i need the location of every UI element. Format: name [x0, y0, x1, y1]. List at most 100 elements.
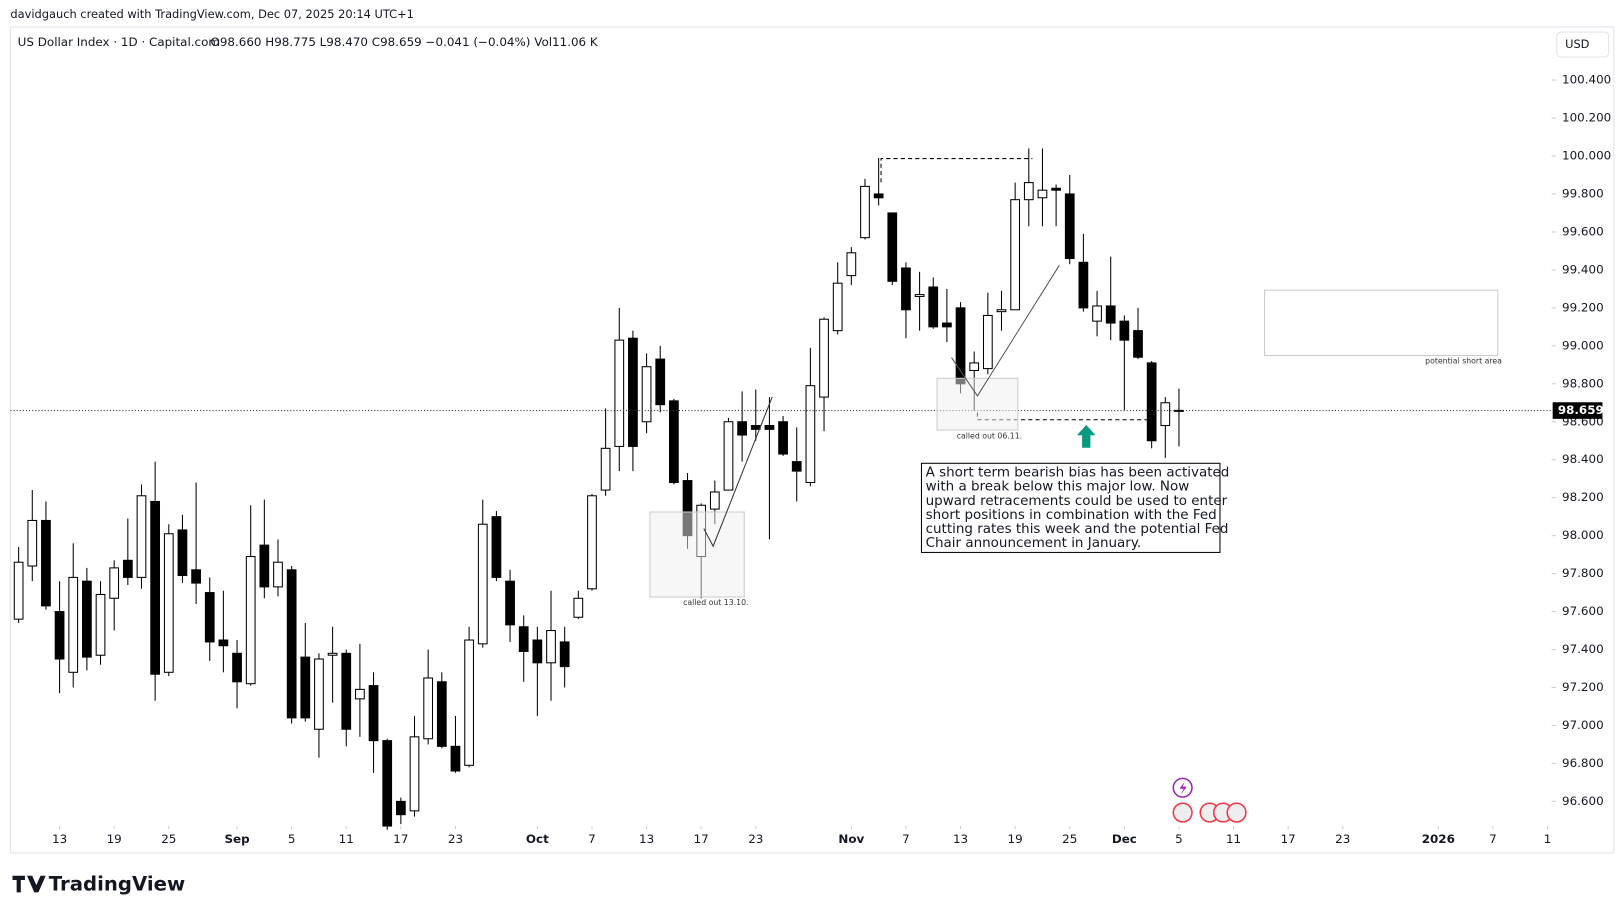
- symbol: US Dollar Index · 1D · Capital.com: [18, 35, 220, 49]
- candle-body: [614, 339, 625, 447]
- annotation: potential short area: [1425, 357, 1502, 366]
- event-icon: [1179, 781, 1187, 795]
- candle-body: [805, 385, 816, 484]
- x-tick-label: 23: [748, 832, 763, 846]
- x-tick-label: 25: [161, 832, 176, 846]
- candle-body: [245, 555, 256, 685]
- box: [936, 377, 1019, 431]
- y-tick-label: 97.200: [1562, 680, 1604, 694]
- candle-body: [1174, 409, 1184, 412]
- candle-body: [778, 421, 788, 455]
- candle-body: [68, 576, 79, 673]
- x-tick-label: 13: [52, 832, 67, 846]
- y-tick-label: 97.400: [1562, 642, 1604, 656]
- currency-button[interactable]: [1556, 31, 1610, 58]
- y-tick-label: 96.600: [1562, 794, 1604, 808]
- x-tick-label: 17: [694, 832, 709, 846]
- x-tick-label: 1: [1544, 832, 1552, 846]
- x-tick-label: 5: [1175, 832, 1183, 846]
- candle-body: [1023, 182, 1034, 201]
- annotation: called out 13.10.: [683, 598, 748, 607]
- candle-body: [204, 592, 215, 643]
- note-line: cutting rates this week and the potentia…: [926, 521, 1229, 537]
- x-tick-label: 7: [1489, 832, 1497, 846]
- candle-body: [1064, 193, 1075, 260]
- short-area: [1264, 289, 1499, 357]
- candle-body: [1078, 261, 1089, 309]
- candle-body: [355, 688, 365, 700]
- candle-body: [409, 736, 420, 812]
- currency[interactable]: USD: [1565, 37, 1590, 51]
- x-tick-label: 17: [1281, 832, 1296, 846]
- candle-body: [163, 533, 174, 673]
- candle-body: [54, 611, 65, 660]
- x-tick-label: 19: [107, 832, 122, 846]
- candle-body: [655, 358, 666, 406]
- note-line: Chair announcement in January.: [926, 535, 1142, 551]
- candle-body: [860, 185, 870, 239]
- flag-icon[interactable]: [1226, 802, 1247, 823]
- candle-body: [191, 569, 201, 584]
- y-tick-label: 97.000: [1562, 718, 1604, 732]
- logo-mark: [12, 875, 46, 893]
- candle-body: [532, 639, 543, 664]
- candle-body: [819, 318, 829, 398]
- candle-body: [573, 597, 584, 618]
- y-tick-label: 100.200: [1562, 111, 1611, 125]
- x-tick-label: 19: [1008, 832, 1023, 846]
- box: [649, 511, 745, 598]
- last-price-label: 98.659: [1558, 403, 1604, 417]
- candle-body: [1092, 305, 1102, 322]
- candle-body: [259, 544, 270, 588]
- candle-body: [286, 569, 297, 719]
- candle-body: [436, 681, 447, 747]
- candle-body: [122, 559, 133, 578]
- candle-body: [600, 447, 611, 491]
- x-tick-label: 7: [588, 832, 596, 846]
- candle-body: [327, 652, 338, 656]
- annotation: called out 06.11.: [957, 431, 1022, 440]
- candle-body: [587, 495, 597, 590]
- candle-body: [709, 491, 720, 510]
- candle-body: [723, 421, 734, 491]
- y-tick-label: 100.400: [1562, 73, 1611, 87]
- x-tick-label: 13: [953, 832, 968, 846]
- logo: TradingView: [49, 873, 185, 896]
- note-line: with a break below this major low. Now: [926, 479, 1190, 495]
- candle-body: [464, 639, 474, 766]
- trend-line: [703, 396, 773, 548]
- y-tick-label: 98.200: [1562, 490, 1604, 504]
- candle-body: [300, 656, 311, 719]
- last-price-box: [1552, 402, 1603, 419]
- candle-body: [996, 309, 1007, 313]
- x-tick-label: 17: [393, 832, 408, 846]
- candle-body: [641, 366, 652, 423]
- x-tick-label: 23: [1335, 832, 1350, 846]
- candle-body: [1010, 199, 1021, 311]
- candle-body: [450, 745, 461, 772]
- candle-body: [395, 800, 406, 816]
- candle-body: [901, 267, 911, 311]
- candle-body: [273, 561, 283, 588]
- candle-body: [218, 639, 229, 647]
- x-tick-label: 25: [1062, 832, 1077, 846]
- trend-line: [951, 265, 1060, 397]
- y-tick-label: 98.800: [1562, 376, 1604, 390]
- note-box: [920, 462, 1221, 553]
- flag-icon[interactable]: [1172, 802, 1193, 823]
- candle-body: [477, 523, 488, 645]
- credit: davidgauch created with TradingView.com,…: [10, 7, 413, 21]
- arrow: [1076, 424, 1096, 448]
- candle-body: [982, 314, 993, 370]
- candle-body: [314, 658, 324, 730]
- candle-body: [13, 561, 24, 620]
- candle-body: [873, 193, 884, 199]
- candle-body: [1105, 305, 1116, 324]
- y-tick-label: 100.000: [1562, 149, 1611, 163]
- plot: 100.400 100.200 100.000 99.800 99.600 99.400 9…: [10, 73, 1611, 846]
- x-tick-label: Dec: [1112, 832, 1137, 846]
- note-line: upward retracements could be used to ent…: [926, 493, 1228, 509]
- candle-body: [928, 286, 939, 328]
- y-tick-label: 99.400: [1562, 262, 1604, 276]
